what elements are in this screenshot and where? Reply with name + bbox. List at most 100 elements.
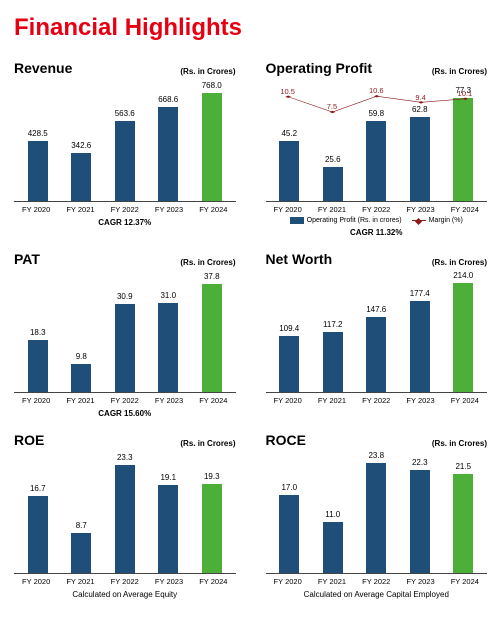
chart-plot: 16.7 8.7 23.3 19.1 19.3 bbox=[14, 454, 236, 574]
bar: 23.8 bbox=[366, 463, 386, 573]
bar: 117.2 bbox=[323, 332, 343, 392]
bar-value-label: 19.1 bbox=[160, 473, 176, 482]
chart-plot: 45.225.659.862.877.310.57.510.69.410.1 bbox=[266, 82, 488, 202]
bar: 109.4 bbox=[279, 336, 299, 392]
bar-value-label: 8.7 bbox=[76, 521, 87, 530]
bar-value-label: 22.3 bbox=[412, 458, 428, 467]
x-tick-label: FY 2022 bbox=[354, 577, 398, 586]
bar-value-label: 21.5 bbox=[455, 462, 471, 471]
bar: 21.5 bbox=[453, 474, 473, 573]
chart-footer: Calculated on Average Capital Employed bbox=[266, 590, 488, 599]
chart-title: ROCE bbox=[266, 432, 306, 448]
chart-unit: (Rs. in Crores) bbox=[432, 258, 487, 267]
x-tick-label: FY 2024 bbox=[191, 205, 235, 214]
chart-grid: Revenue (Rs. in Crores) 428.5 342.6 563.6 668… bbox=[14, 60, 487, 599]
x-tick-label: FY 2021 bbox=[310, 577, 354, 586]
chart-legend: Operating Profit (Rs. in crores)Margin (… bbox=[266, 217, 488, 224]
chart-unit: (Rs. in Crores) bbox=[180, 67, 235, 76]
bar: 768.0 bbox=[202, 93, 222, 201]
x-tick-label: FY 2020 bbox=[266, 396, 310, 405]
bar-value-label: 768.0 bbox=[202, 81, 222, 90]
chart-footer: CAGR 12.37% bbox=[14, 218, 236, 227]
bar: 428.5 bbox=[28, 141, 48, 201]
bar: 37.8 bbox=[202, 284, 222, 392]
bar: 17.0 bbox=[279, 495, 299, 573]
chart-footer: Calculated on Average Equity bbox=[14, 590, 236, 599]
x-tick-label: FY 2024 bbox=[443, 396, 487, 405]
chart-unit: (Rs. in Crores) bbox=[180, 258, 235, 267]
chart-unit: (Rs. in Crores) bbox=[180, 439, 235, 448]
bar-value-label: 428.5 bbox=[28, 129, 48, 138]
bar-value-label: 45.2 bbox=[281, 129, 297, 138]
chart-title: Revenue bbox=[14, 60, 72, 76]
x-axis-labels: FY 2020FY 2021FY 2022FY 2023FY 2024 bbox=[266, 577, 488, 586]
bar-value-label: 109.4 bbox=[279, 324, 299, 333]
chart-footer: CAGR 11.32% bbox=[266, 228, 488, 237]
chart-title: Net Worth bbox=[266, 251, 333, 267]
chart-panel-revenue: Revenue (Rs. in Crores) 428.5 342.6 563.6 668… bbox=[14, 60, 236, 237]
chart-footer: CAGR 15.60% bbox=[14, 409, 236, 418]
bar: 77.3 bbox=[453, 98, 473, 201]
bar-value-label: 30.9 bbox=[117, 292, 133, 301]
x-tick-label: FY 2020 bbox=[266, 205, 310, 214]
margin-value-label: 7.5 bbox=[327, 102, 337, 111]
bar: 668.6 bbox=[158, 107, 178, 201]
margin-value-label: 10.1 bbox=[458, 89, 473, 98]
bar: 25.6 bbox=[323, 167, 343, 201]
bar: 16.7 bbox=[28, 496, 48, 573]
bar: 19.1 bbox=[158, 485, 178, 573]
bar-value-label: 31.0 bbox=[160, 291, 176, 300]
bar-value-label: 17.0 bbox=[281, 483, 297, 492]
x-axis-labels: FY 2020FY 2021FY 2022FY 2023FY 2024 bbox=[14, 396, 236, 405]
bar-value-label: 25.6 bbox=[325, 155, 341, 164]
x-tick-label: FY 2024 bbox=[443, 205, 487, 214]
chart-panel-roce: ROCE (Rs. in Crores) 17.0 11.0 23.8 22.3 21.5 F… bbox=[266, 432, 488, 599]
x-tick-label: FY 2022 bbox=[354, 396, 398, 405]
x-tick-label: FY 2022 bbox=[354, 205, 398, 214]
bar-value-label: 177.4 bbox=[410, 289, 430, 298]
margin-value-label: 9.4 bbox=[415, 93, 425, 102]
bar: 342.6 bbox=[71, 153, 91, 201]
bar: 18.3 bbox=[28, 340, 48, 392]
x-tick-label: FY 2023 bbox=[147, 577, 191, 586]
bar: 31.0 bbox=[158, 303, 178, 392]
x-tick-label: FY 2022 bbox=[103, 577, 147, 586]
bar-value-label: 23.8 bbox=[368, 451, 384, 460]
bar-value-label: 563.6 bbox=[115, 109, 135, 118]
x-tick-label: FY 2023 bbox=[147, 396, 191, 405]
chart-plot: 18.3 9.8 30.9 31.0 37.8 bbox=[14, 273, 236, 393]
bar: 19.3 bbox=[202, 484, 222, 573]
bar-value-label: 9.8 bbox=[76, 352, 87, 361]
chart-panel-op-profit: Operating Profit(Rs. in Crores)45.225.65… bbox=[266, 60, 488, 237]
bar: 45.2 bbox=[279, 141, 299, 201]
bar-value-label: 37.8 bbox=[204, 272, 220, 281]
bar-value-label: 668.6 bbox=[158, 95, 178, 104]
chart-title: PAT bbox=[14, 251, 40, 267]
x-tick-label: FY 2024 bbox=[191, 396, 235, 405]
bar-value-label: 117.2 bbox=[323, 320, 342, 329]
x-tick-label: FY 2024 bbox=[443, 577, 487, 586]
x-tick-label: FY 2021 bbox=[310, 396, 354, 405]
x-tick-label: FY 2020 bbox=[14, 396, 58, 405]
chart-unit: (Rs. in Crores) bbox=[432, 67, 487, 76]
chart-panel-networth: Net Worth(Rs. in Crores)109.4117.2147.61… bbox=[266, 251, 488, 418]
x-axis-labels: FY 2020FY 2021FY 2022FY 2023FY 2024 bbox=[14, 577, 236, 586]
x-tick-label: FY 2020 bbox=[14, 205, 58, 214]
chart-unit: (Rs. in Crores) bbox=[432, 439, 487, 448]
bar-value-label: 19.3 bbox=[204, 472, 220, 481]
margin-value-label: 10.5 bbox=[280, 87, 295, 96]
x-tick-label: FY 2022 bbox=[103, 205, 147, 214]
chart-panel-pat: PAT (Rs. in Crores) 18.3 9.8 30.9 31.0 37.8 FY … bbox=[14, 251, 236, 418]
legend-label-bar: Operating Profit (Rs. in crores) bbox=[307, 217, 402, 224]
x-tick-label: FY 2023 bbox=[398, 205, 442, 214]
chart-plot: 428.5 342.6 563.6 668.6 768.0 bbox=[14, 82, 236, 202]
bar: 23.3 bbox=[115, 465, 135, 573]
x-axis-labels: FY 2020FY 2021FY 2022FY 2023FY 2024 bbox=[14, 205, 236, 214]
x-tick-label: FY 2021 bbox=[58, 396, 102, 405]
chart-plot: 17.0 11.0 23.8 22.3 21.5 bbox=[266, 454, 488, 574]
bar: 30.9 bbox=[115, 304, 135, 392]
x-tick-label: FY 2023 bbox=[398, 577, 442, 586]
bar: 22.3 bbox=[410, 470, 430, 573]
x-axis-labels: FY 2020FY 2021FY 2022FY 2023FY 2024 bbox=[266, 396, 488, 405]
bar-value-label: 11.0 bbox=[325, 510, 340, 519]
